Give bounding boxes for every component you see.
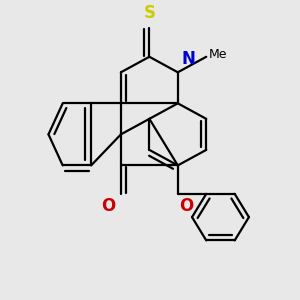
Text: Me: Me xyxy=(209,48,228,61)
Text: O: O xyxy=(179,197,194,215)
Text: O: O xyxy=(101,197,115,215)
Text: S: S xyxy=(143,4,155,22)
Text: N: N xyxy=(181,50,195,68)
